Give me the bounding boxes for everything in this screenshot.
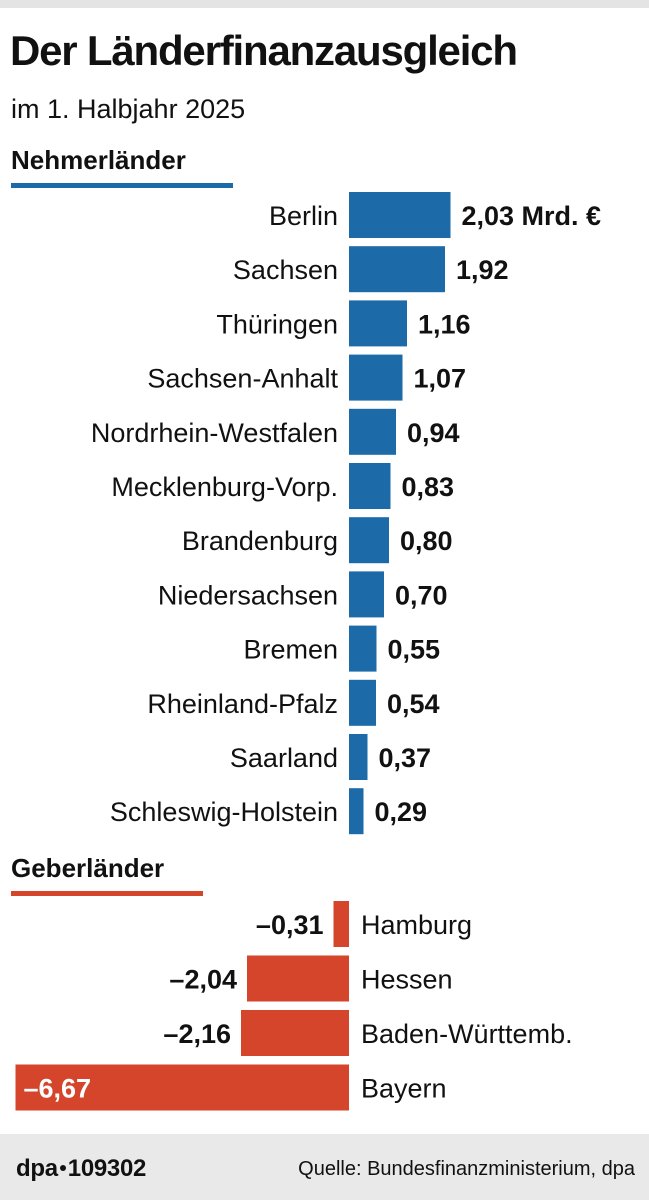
bar-bremen <box>349 625 377 672</box>
value-niedersachsen: 0,70 <box>395 580 448 610</box>
value-sachsen-anhalt: 1,07 <box>414 364 467 394</box>
payers-heading: Geberländer <box>11 853 165 883</box>
graphic-id: 109302 <box>67 1155 147 1182</box>
value-hessen: –2,04 <box>169 965 237 995</box>
bar-saarland <box>349 734 368 780</box>
label-nordrhein-westfalen: Nordrhein-Westfalen <box>91 418 338 448</box>
label-baden-wuerttemb: Baden-Württemb. <box>361 1019 573 1049</box>
value-baden-wuerttemb: –2,16 <box>163 1019 231 1049</box>
label-bayern: Bayern <box>361 1074 447 1104</box>
receivers-heading: Nehmerländer <box>11 145 186 175</box>
bar-mecklenburg-vorp <box>349 463 391 509</box>
bar-hessen <box>247 955 349 1002</box>
bar-chart: Berlin 2,03 Mrd. € Sachsen 1,92 Thüringen 1,1… <box>15 192 602 1111</box>
label-bremen: Bremen <box>243 635 338 665</box>
value-brandenburg: 0,80 <box>400 526 453 556</box>
value-bremen: 0,55 <box>388 635 441 665</box>
value-rheinland-pfalz: 0,54 <box>387 689 440 719</box>
bar-niedersachsen <box>349 571 384 618</box>
label-niedersachsen: Niedersachsen <box>158 580 338 610</box>
label-hessen: Hessen <box>361 965 453 995</box>
label-brandenburg: Brandenburg <box>182 526 338 556</box>
label-mecklenburg-vorp: Mecklenburg-Vorp. <box>111 472 338 502</box>
bar-sachsen-anhalt <box>349 354 403 401</box>
label-rheinland-pfalz: Rheinland-Pfalz <box>147 689 338 719</box>
label-thueringen: Thüringen <box>216 309 338 339</box>
label-sachsen-anhalt: Sachsen-Anhalt <box>147 364 338 394</box>
bar-brandenburg <box>349 517 389 564</box>
bar-schleswig-holstein <box>349 788 364 835</box>
value-sachsen: 1,92 <box>456 255 509 285</box>
label-saarland: Saarland <box>230 743 338 773</box>
receivers-heading-underline <box>11 183 233 188</box>
value-thueringen: 1,16 <box>418 309 471 339</box>
label-hamburg: Hamburg <box>361 910 472 940</box>
top-strip <box>0 0 649 8</box>
logo-dot <box>59 1165 66 1172</box>
agency-name: dpa <box>16 1155 58 1182</box>
bar-hamburg <box>333 901 349 947</box>
bar-berlin <box>349 192 451 238</box>
bar-baden-wuerttemb <box>241 1010 349 1056</box>
bar-bayern <box>15 1064 349 1111</box>
label-sachsen: Sachsen <box>233 255 338 285</box>
value-mecklenburg-vorp: 0,83 <box>402 472 455 502</box>
value-hamburg: –0,31 <box>256 910 324 940</box>
value-saarland: 0,37 <box>379 743 432 773</box>
dpa-logo: dpa 109302 <box>16 1155 146 1183</box>
footer: dpa 109302 Quelle: Bundesfinanzministeriu… <box>0 1134 649 1200</box>
chart-subtitle: im 1. Halbjahr 2025 <box>11 94 246 124</box>
source-note: Quelle: Bundesfinanzministerium, dpa <box>298 1158 635 1180</box>
bar-nordrhein-westfalen <box>349 408 396 455</box>
bar-sachsen <box>349 246 445 293</box>
value-berlin: 2,03 Mrd. € <box>462 201 602 231</box>
value-nordrhein-westfalen: 0,94 <box>407 418 460 448</box>
payers-heading-underline <box>11 891 203 896</box>
value-schleswig-holstein: 0,29 <box>375 797 428 827</box>
label-schleswig-holstein: Schleswig-Holstein <box>110 797 338 827</box>
label-berlin: Berlin <box>269 201 338 231</box>
bar-thueringen <box>349 300 407 347</box>
chart-title: Der Länderfinanzausgleich <box>10 27 518 74</box>
bar-rheinland-pfalz <box>349 679 376 726</box>
value-bayern: –6,67 <box>24 1074 92 1104</box>
